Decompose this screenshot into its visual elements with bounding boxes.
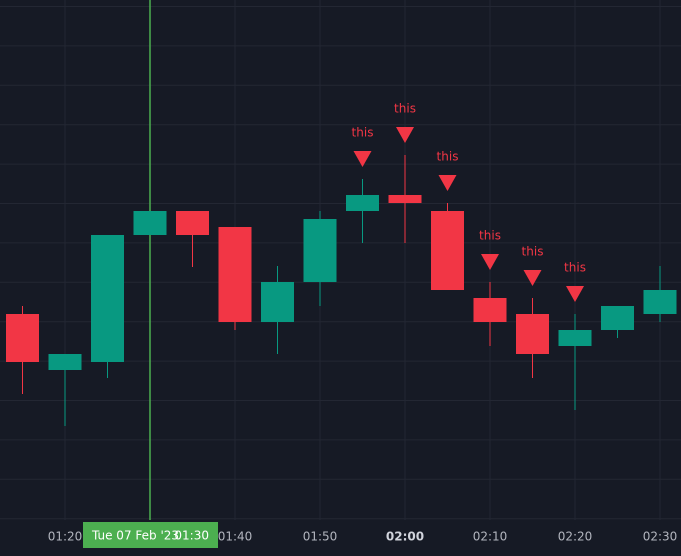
candle-body	[346, 195, 379, 211]
x-tick-label: 01:40	[218, 530, 253, 544]
marker-label: this	[522, 245, 544, 259]
marker-arrow	[523, 270, 542, 286]
candle-body	[133, 211, 167, 235]
candle-body	[643, 290, 677, 314]
candle-body	[516, 314, 549, 354]
candle-body	[91, 235, 124, 362]
marker-label: this	[479, 229, 501, 243]
candle-body	[431, 211, 464, 290]
x-tick-label: 02:00	[386, 530, 424, 544]
candle-body	[261, 282, 294, 322]
crosshair-time: 01:30	[174, 529, 209, 543]
candle-body	[473, 298, 507, 322]
marker-arrow	[438, 175, 457, 191]
crosshair-date: Tue 07 Feb '23	[91, 529, 179, 543]
crosshair-tag	[83, 522, 218, 548]
candle-body	[176, 211, 209, 235]
marker-label: this	[564, 261, 586, 275]
marker-arrow	[396, 127, 414, 143]
candle-body	[558, 330, 592, 346]
candle-body	[48, 354, 82, 370]
marker-label: this	[394, 102, 416, 116]
candle-body	[6, 314, 39, 362]
x-tick-label: 02:20	[558, 530, 593, 544]
candle-body	[218, 227, 252, 322]
x-tick-label: 02:10	[473, 530, 508, 544]
candle-body	[388, 195, 422, 203]
marker-label: this	[437, 150, 459, 164]
x-tick-label: 01:50	[303, 530, 338, 544]
marker-arrow	[481, 254, 499, 270]
x-tick-label: 02:30	[643, 530, 678, 544]
marker-arrow	[566, 286, 584, 302]
candle-body	[303, 219, 337, 282]
candle-body	[601, 306, 634, 330]
marker-label: this	[352, 126, 374, 140]
x-tick-label: 01:20	[48, 530, 83, 544]
marker-arrow	[353, 151, 372, 167]
